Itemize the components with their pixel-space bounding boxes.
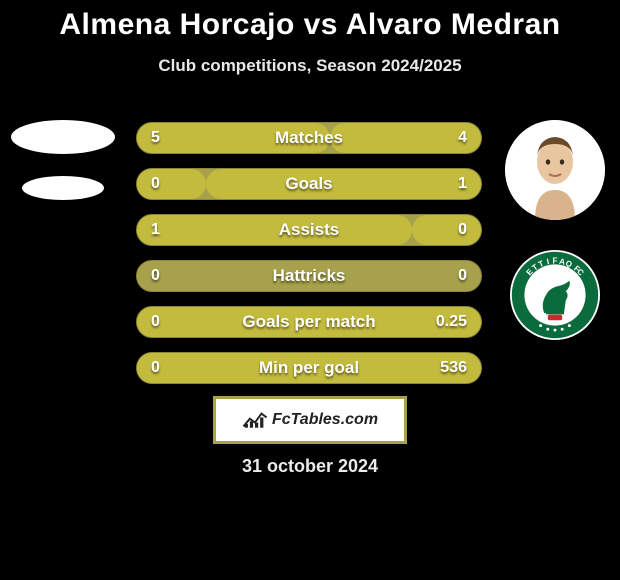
stat-value-right: 0.25 (436, 313, 467, 331)
chart-icon (242, 411, 268, 429)
stat-bar: 0 0Hattricks (136, 260, 482, 292)
stat-value-left: 1 (151, 221, 160, 239)
subtitle: Club competitions, Season 2024/2025 (0, 56, 620, 76)
stat-value-right: 1 (458, 175, 467, 193)
stat-bar: 01Goals (136, 168, 482, 200)
player-right-avatar (505, 120, 605, 220)
player-left-col (8, 120, 118, 200)
stat-bar-fill-left (137, 123, 330, 153)
stat-bar: 0536Min per goal (136, 352, 482, 384)
stat-value-right: 0 (458, 221, 467, 239)
stat-bar-fill-right (206, 169, 481, 199)
stat-bar: 10Assists (136, 214, 482, 246)
stat-value-left: 0 (151, 313, 160, 331)
stat-bar-fill-left (137, 215, 412, 245)
stat-bar-fill-right (137, 353, 481, 383)
date-line: 31 october 2024 (0, 456, 620, 477)
stat-bar: 54Matches (136, 122, 482, 154)
stat-bar-fill-right (412, 215, 481, 245)
stat-value-left: 0 (151, 267, 160, 285)
stat-bar-fill-right (137, 307, 481, 337)
player-left-avatar-placeholder-1 (11, 120, 115, 154)
player-right-club-crest: E T T I F A Q F C (510, 250, 600, 340)
stat-value-left: 0 (151, 175, 160, 193)
stat-bar-fill-left (137, 169, 206, 199)
stat-bars: 54Matches01Goals10Assists00Hattricks00.2… (136, 122, 482, 398)
player-left-avatar-placeholder-2 (22, 176, 104, 200)
stat-value-left: 0 (151, 359, 160, 377)
stat-value-right: 536 (440, 359, 467, 377)
brand-text: FcTables.com (272, 411, 378, 429)
stat-value-left: 5 (151, 129, 160, 147)
brand-box: FcTables.com (213, 396, 407, 444)
page-title: Almena Horcajo vs Alvaro Medran (0, 0, 620, 42)
stat-value-right: 4 (458, 129, 467, 147)
player-right-col: E T T I F A Q F C (500, 120, 610, 340)
stat-bar: 00.25Goals per match (136, 306, 482, 338)
brand-label: FcTables.com (242, 411, 378, 429)
stat-label: Hattricks (137, 266, 481, 286)
svg-text:F: F (553, 257, 558, 266)
stat-value-right: 0 (458, 267, 467, 285)
